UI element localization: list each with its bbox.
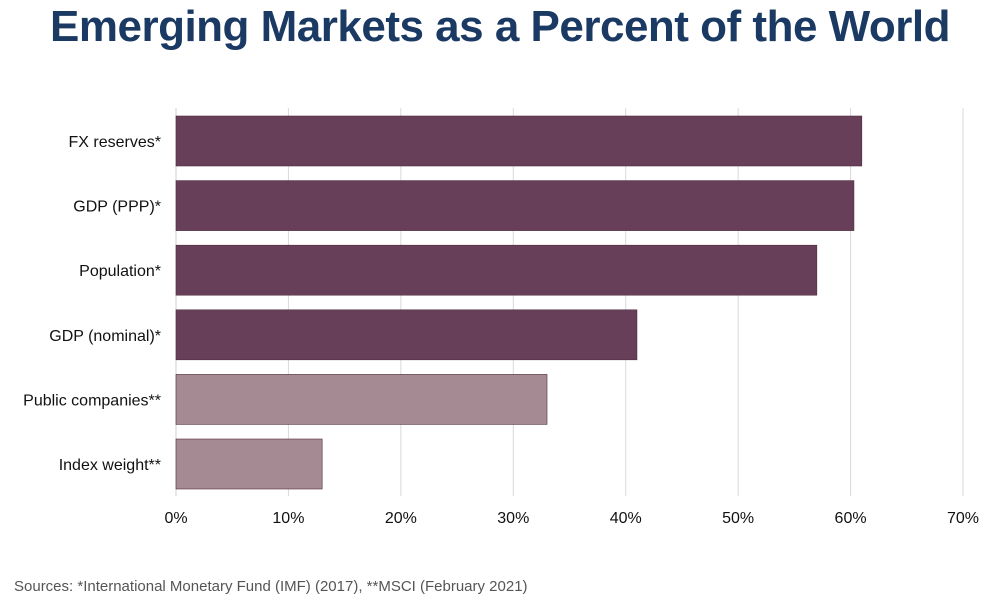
x-tick-label: 10% bbox=[272, 510, 304, 527]
chart-title: Emerging Markets as a Percent of the Wor… bbox=[50, 2, 951, 51]
bar bbox=[175, 309, 638, 361]
category-label: GDP (nominal)* bbox=[49, 328, 161, 345]
bar bbox=[175, 180, 855, 231]
category-label: Index weight** bbox=[59, 457, 161, 474]
bar bbox=[175, 115, 863, 167]
x-tick-label: 30% bbox=[497, 510, 529, 527]
x-tick-label: 0% bbox=[164, 510, 187, 527]
gridlines bbox=[175, 108, 964, 496]
x-tick-label: 50% bbox=[722, 510, 754, 527]
category-labels: FX reserves* GDP (PPP)* Population* GDP (no… bbox=[23, 134, 161, 474]
bar bbox=[175, 438, 323, 490]
x-tick-label: 60% bbox=[835, 510, 867, 527]
x-tick-label: 20% bbox=[385, 510, 417, 527]
category-label: Public companies** bbox=[23, 392, 161, 409]
category-label: FX reserves* bbox=[69, 134, 161, 151]
x-tick-label: 70% bbox=[947, 510, 979, 527]
bar bbox=[175, 244, 818, 296]
category-label: Population* bbox=[79, 263, 161, 280]
bar bbox=[175, 374, 548, 425]
x-axis-tick-labels: 0% 10% 20% 30% 40% 50% 60% 70% bbox=[164, 510, 979, 527]
source-note: Sources: *International Monetary Fund (I… bbox=[14, 578, 528, 595]
category-label: GDP (PPP)* bbox=[73, 199, 161, 216]
x-tick-label: 40% bbox=[610, 510, 642, 527]
bars bbox=[175, 115, 863, 490]
